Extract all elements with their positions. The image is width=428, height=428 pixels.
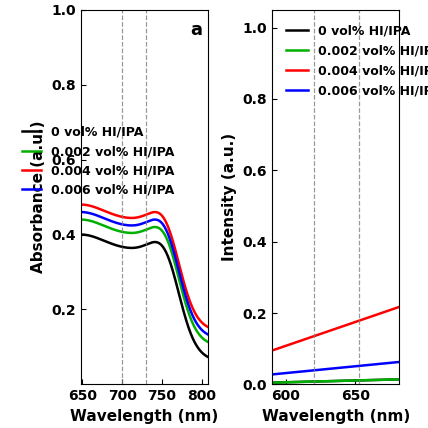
X-axis label: Wavelength (nm): Wavelength (nm)	[70, 409, 219, 424]
Text: a: a	[190, 21, 202, 39]
X-axis label: Wavelength (nm): Wavelength (nm)	[262, 409, 410, 424]
Y-axis label: Intensity (a.u.): Intensity (a.u.)	[222, 133, 237, 261]
Y-axis label: Absorbance (a.u.): Absorbance (a.u.)	[31, 121, 46, 273]
Legend: 0 vol% HI/IPA, 0.002 vol% HI/IPA, 0.004 vol% HI/IPA, 0.006 vol% HI/IPA: 0 vol% HI/IPA, 0.002 vol% HI/IPA, 0.004 …	[17, 121, 179, 202]
Legend: 0 vol% HI/IPA, 0.002 vol% HI/IPA, 0.004 vol% HI/IPA, 0.006 vol% HI/IPA: 0 vol% HI/IPA, 0.002 vol% HI/IPA, 0.004 …	[281, 20, 428, 102]
